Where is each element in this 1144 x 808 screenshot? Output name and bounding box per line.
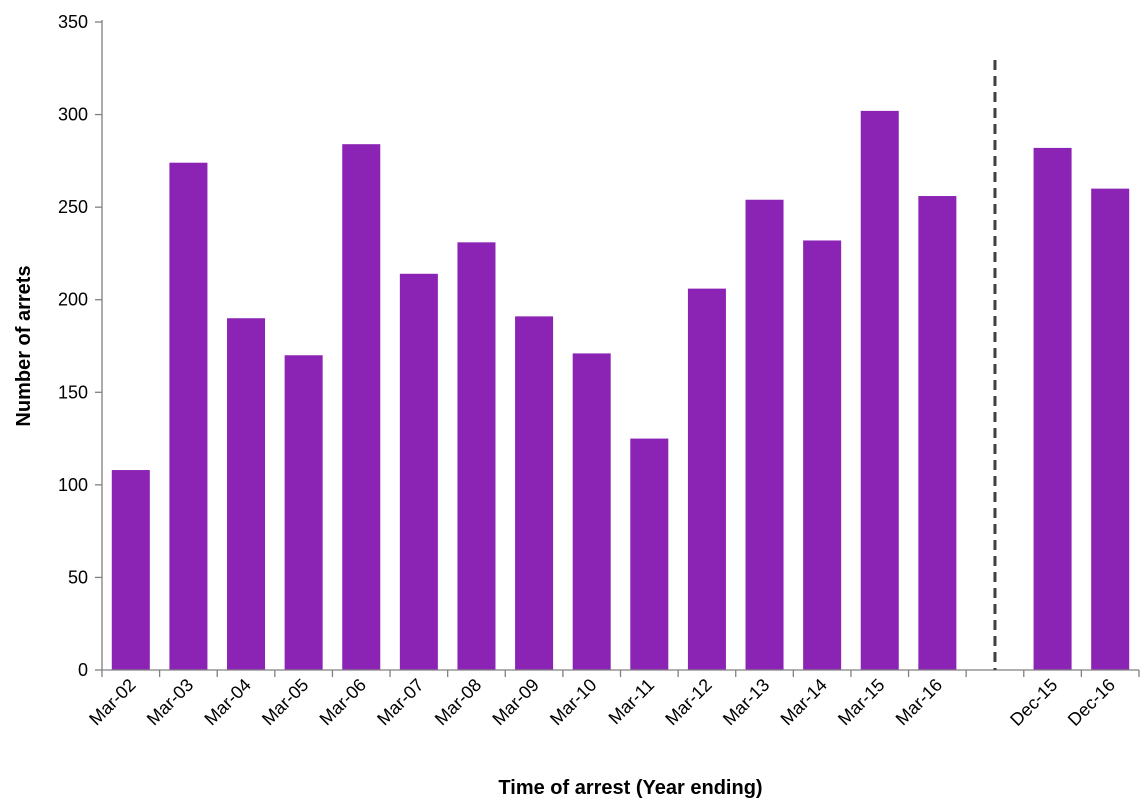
bar-mar-16 <box>918 196 957 670</box>
bar-mar-15 <box>860 110 899 671</box>
y-tick-label: 250 <box>58 197 88 217</box>
bar-mar-09 <box>515 316 554 670</box>
x-tick-label: Mar-11 <box>605 675 659 729</box>
x-tick-label: Dec-15 <box>1006 675 1061 730</box>
bars-group <box>111 110 1130 671</box>
x-tick-label: Mar-10 <box>546 675 600 729</box>
x-tick-label: Mar-15 <box>834 675 888 729</box>
x-tick-label: Mar-08 <box>431 675 485 729</box>
x-tick-label: Mar-12 <box>661 675 715 729</box>
bar-dec-16 <box>1091 188 1130 670</box>
bar-mar-02 <box>111 470 150 670</box>
y-tick-label: 150 <box>58 382 88 402</box>
bar-mar-12 <box>687 288 726 670</box>
x-tick-label: Mar-13 <box>719 675 773 729</box>
bar-mar-03 <box>169 162 208 670</box>
y-tick-label: 50 <box>68 567 88 587</box>
bar-mar-08 <box>457 242 496 670</box>
bar-mar-13 <box>745 199 784 671</box>
x-tick-label: Mar-03 <box>143 675 197 729</box>
y-axis-title: Number of arrets <box>13 265 35 426</box>
x-tick-label: Mar-07 <box>373 675 427 729</box>
bar-mar-10 <box>572 353 611 670</box>
y-tick-label: 300 <box>58 105 88 125</box>
y-tick-label: 100 <box>58 475 88 495</box>
bar-mar-04 <box>227 318 266 670</box>
y-tick-label: 350 <box>58 12 88 32</box>
x-tick-label: Dec-16 <box>1064 675 1119 730</box>
x-axis-title: Time of arrest (Year ending) <box>498 777 762 799</box>
bar-dec-15 <box>1033 147 1072 670</box>
x-tick-label: Mar-02 <box>85 675 139 729</box>
x-tick-label: Mar-04 <box>200 675 254 729</box>
x-tick-label: Mar-16 <box>892 675 946 729</box>
x-tick-label: Mar-09 <box>488 675 542 729</box>
y-tick-label: 200 <box>58 290 88 310</box>
x-tick-label: Mar-05 <box>258 675 312 729</box>
bar-mar-05 <box>284 355 323 670</box>
y-tick-label: 0 <box>78 660 88 680</box>
x-tick-label: Mar-14 <box>777 675 831 729</box>
bar-mar-06 <box>342 144 381 670</box>
bar-mar-14 <box>803 240 842 670</box>
bar-mar-07 <box>399 273 438 670</box>
bar-mar-11 <box>630 438 669 670</box>
x-tick-label: Mar-06 <box>316 675 370 729</box>
